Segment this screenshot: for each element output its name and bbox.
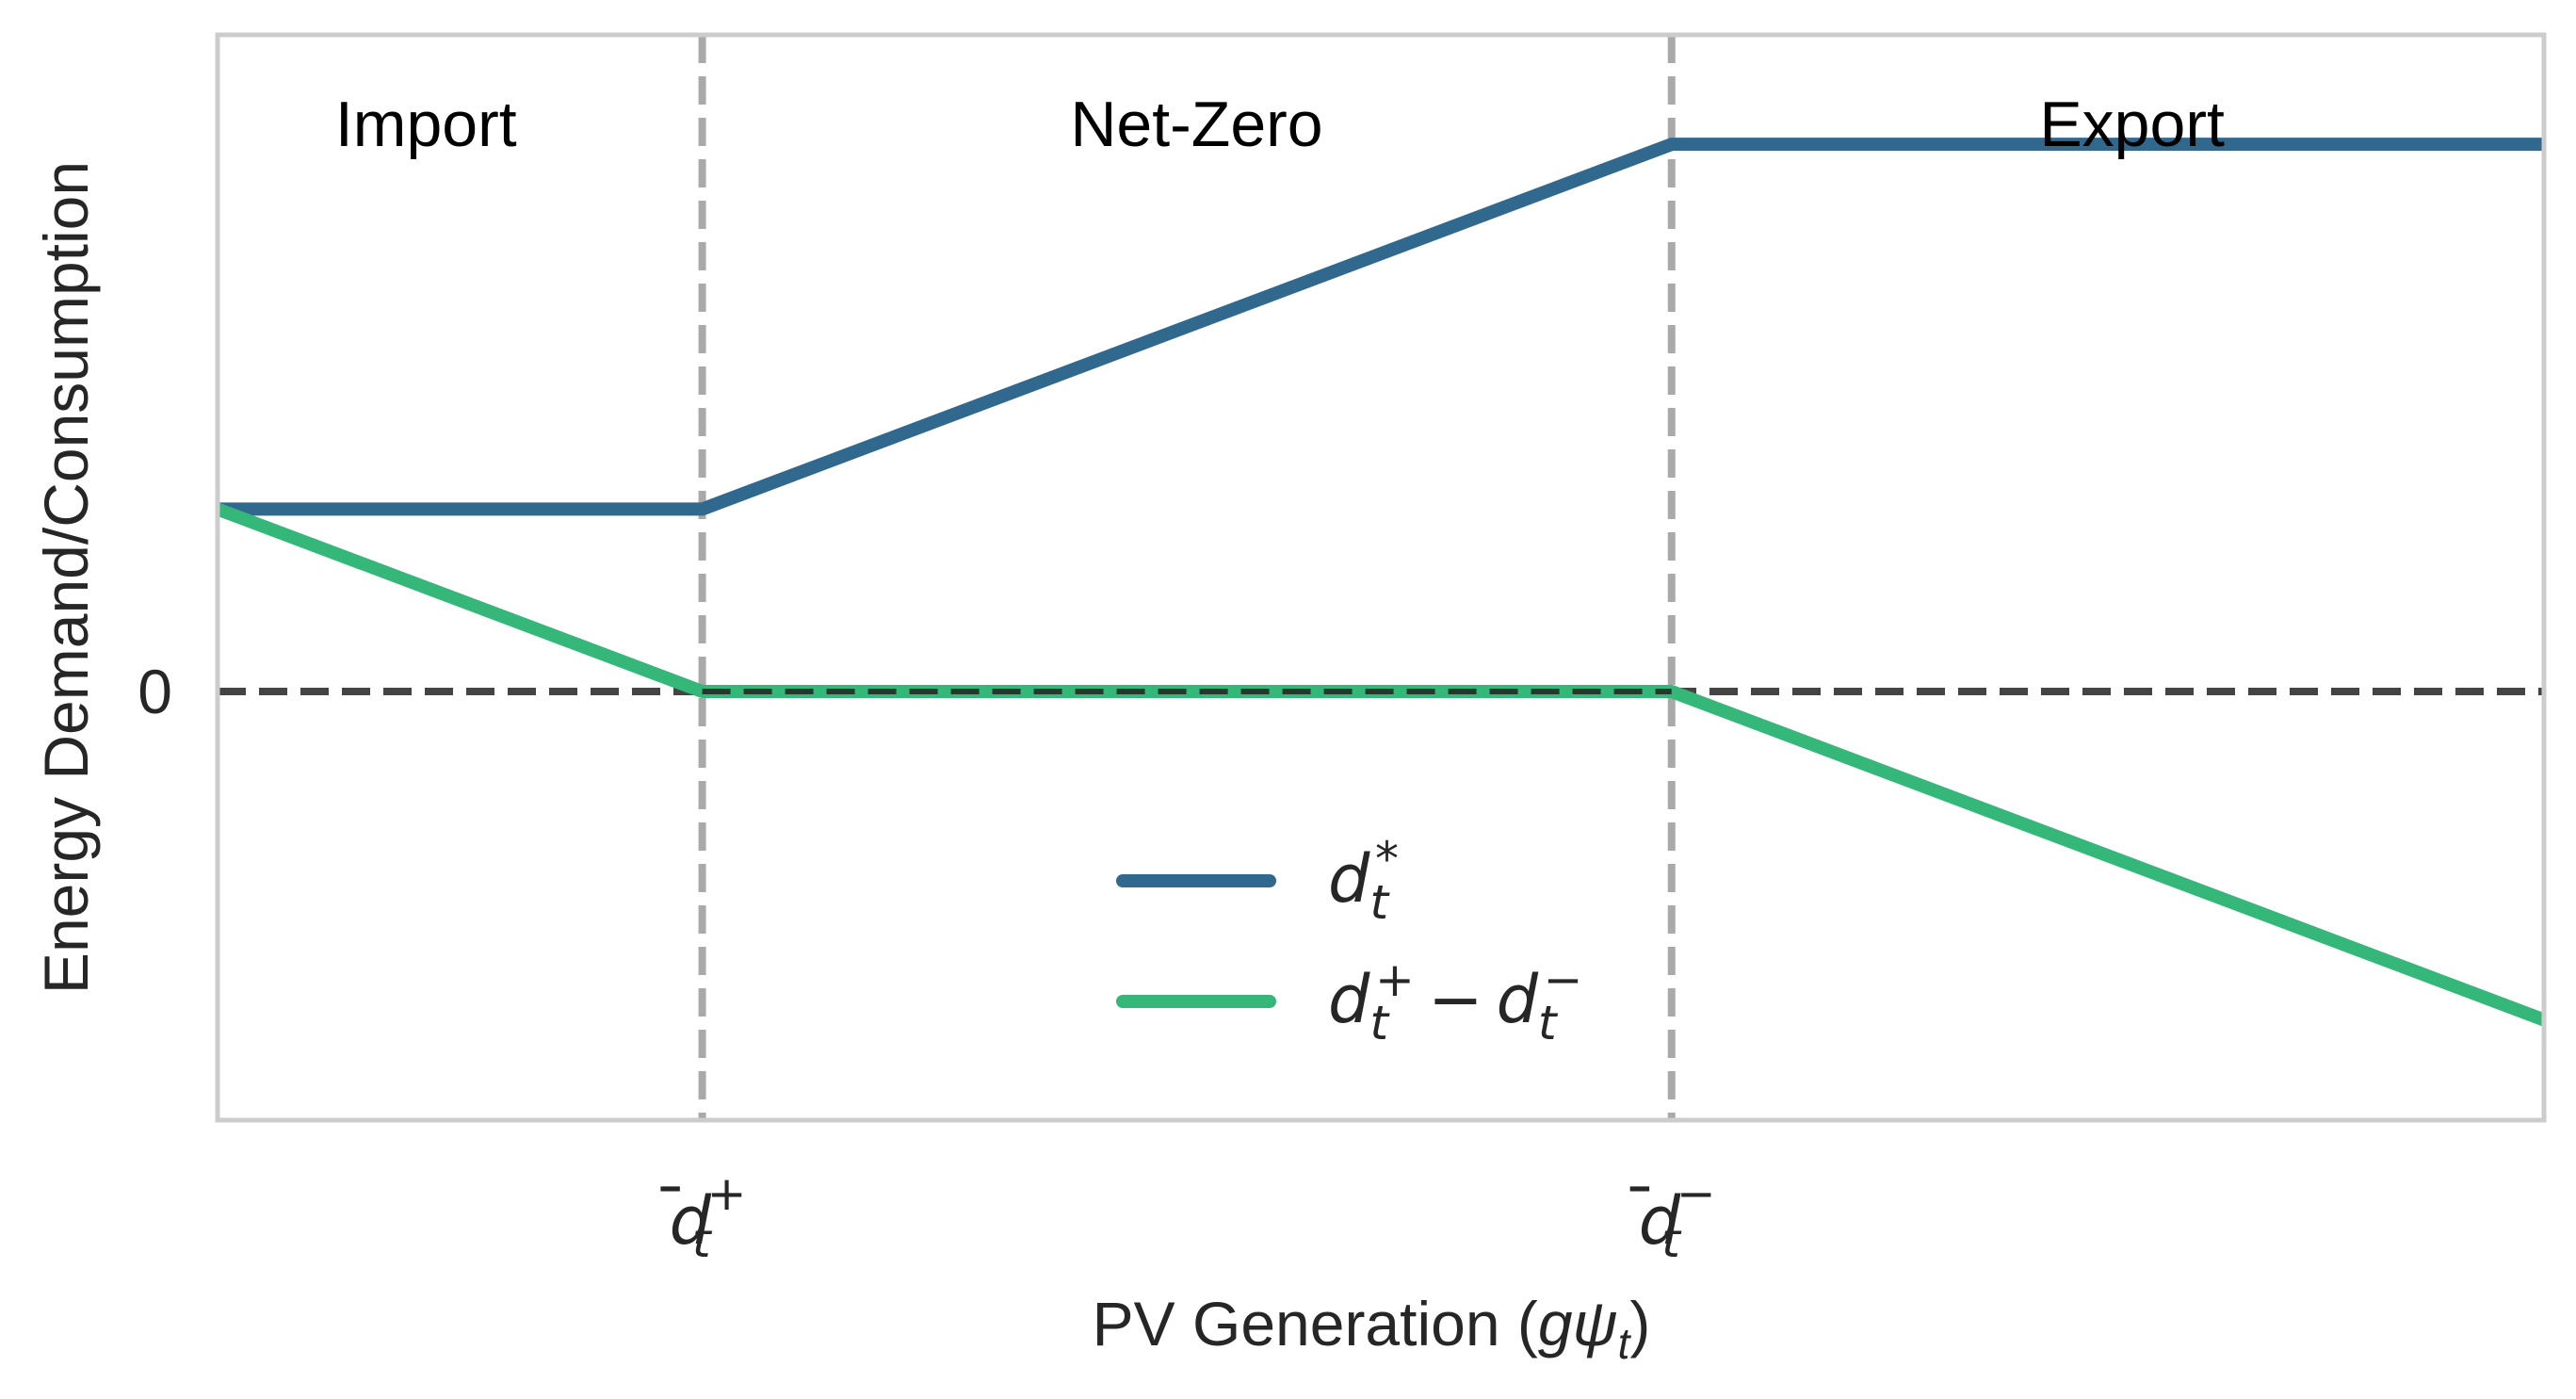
region-label-net-zero: Net-Zero [1070,89,1322,160]
series-line-1 [215,502,2547,1027]
region-label-import: Import [335,89,517,160]
series-line-0 [218,138,2544,516]
y-axis-label: Energy Demand/Consumption [31,161,101,994]
plot-area [215,32,2547,1123]
legend-label-d-star: dt* [1328,832,1399,930]
plot-frame [215,32,2547,1123]
legend-label-d-diff: dt+ − dt− [1328,952,1583,1050]
x-tick-label-d-bar-t-plus: d̄t+ [660,1166,747,1268]
x-axis-label: PV Generation (gψt) [1093,1289,1651,1368]
region-label-export: Export [2039,89,2225,160]
legend: dt* dt+ − dt− [1116,832,1583,1050]
y-tick-label-0: 0 [138,657,172,726]
x-tick-label-d-bar-t-minus: d̄t− [1629,1166,1716,1268]
